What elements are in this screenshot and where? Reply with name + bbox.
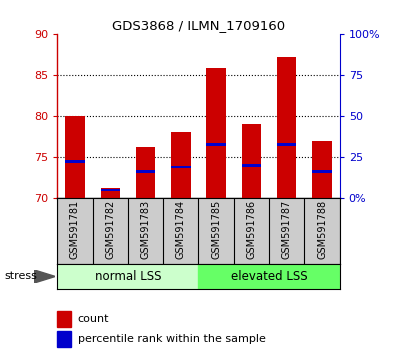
Bar	[171, 166, 190, 169]
Polygon shape	[34, 270, 55, 283]
Bar	[312, 141, 332, 198]
Bar	[100, 188, 120, 198]
Text: count: count	[78, 314, 109, 324]
Title: GDS3868 / ILMN_1709160: GDS3868 / ILMN_1709160	[112, 19, 285, 33]
Bar	[65, 160, 85, 162]
Text: GSM591783: GSM591783	[141, 200, 150, 259]
Bar	[100, 189, 120, 192]
Text: GSM591781: GSM591781	[70, 200, 80, 259]
Bar	[207, 68, 226, 198]
Text: GSM591788: GSM591788	[317, 200, 327, 259]
Text: GSM591785: GSM591785	[211, 200, 221, 259]
Bar	[57, 331, 71, 347]
Bar	[57, 264, 199, 289]
Bar	[242, 124, 261, 198]
Text: stress: stress	[4, 272, 37, 281]
Text: GSM591784: GSM591784	[176, 200, 186, 259]
Text: percentile rank within the sample: percentile rank within the sample	[78, 334, 265, 344]
Text: GSM591782: GSM591782	[105, 200, 115, 259]
Bar	[277, 57, 297, 198]
Bar	[136, 147, 155, 198]
Text: normal LSS: normal LSS	[95, 270, 161, 283]
Text: elevated LSS: elevated LSS	[231, 270, 307, 283]
Bar	[199, 264, 340, 289]
Bar	[136, 171, 155, 173]
Bar	[242, 164, 261, 167]
Bar	[312, 171, 332, 173]
Bar	[277, 143, 297, 146]
Bar	[57, 310, 71, 327]
Bar	[65, 116, 85, 198]
Text: GSM591786: GSM591786	[246, 200, 256, 259]
Text: GSM591787: GSM591787	[282, 200, 292, 259]
Bar	[171, 132, 190, 198]
Bar	[207, 143, 226, 146]
